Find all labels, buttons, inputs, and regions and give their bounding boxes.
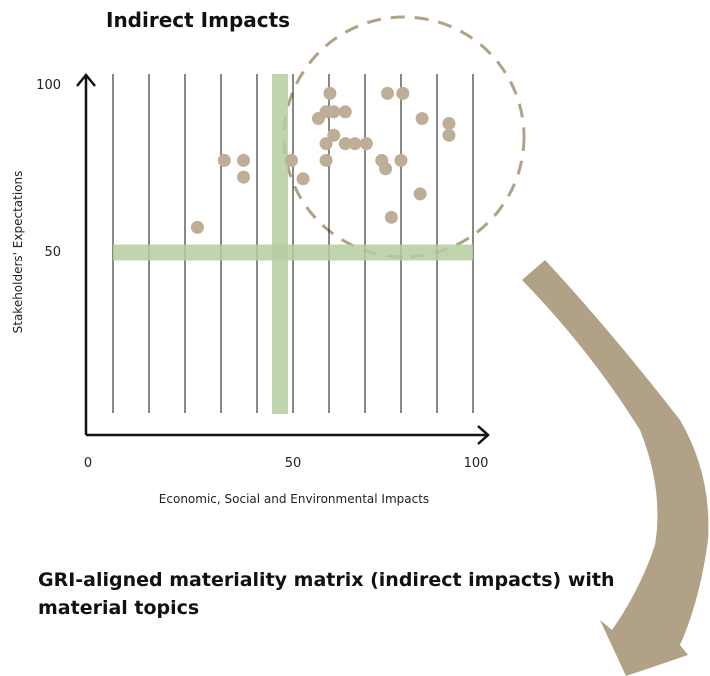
grid-layer <box>112 74 474 413</box>
curved-arrow-icon <box>522 260 709 676</box>
figure-caption: GRI-aligned materiality matrix (indirect… <box>38 569 615 619</box>
y-tick-label-100: 100 <box>36 78 61 93</box>
data-point-26 <box>442 128 456 142</box>
data-point-1 <box>217 153 231 167</box>
data-point-11 <box>327 105 341 119</box>
y-axis-label: Stakeholders' Expectations <box>11 171 25 334</box>
chart-title: Indirect Impacts <box>106 8 291 32</box>
data-point-5 <box>296 172 310 186</box>
data-point-25 <box>442 117 456 131</box>
data-point-22 <box>396 86 410 100</box>
data-point-21 <box>394 153 408 167</box>
data-point-18 <box>379 162 393 176</box>
data-point-4 <box>285 153 299 167</box>
y-threshold-band <box>113 244 473 261</box>
points-layer <box>190 86 456 234</box>
data-point-8 <box>319 137 333 151</box>
data-point-10 <box>323 86 337 100</box>
data-point-2 <box>237 153 251 167</box>
x-axis-arrowhead <box>477 425 490 445</box>
data-point-20 <box>384 210 398 224</box>
data-point-14 <box>338 137 352 151</box>
x-tick-label-50: 50 <box>285 456 302 471</box>
threshold-layer <box>113 74 473 414</box>
data-point-9 <box>319 153 333 167</box>
data-point-15 <box>348 137 362 151</box>
data-point-13 <box>338 105 352 119</box>
data-point-16 <box>359 137 373 151</box>
labels-layer: 0 50 100 50 100 Economic, Social and Env… <box>11 78 488 506</box>
x-axis-label: Economic, Social and Environmental Impac… <box>159 492 429 506</box>
data-point-12 <box>327 128 341 142</box>
focus-circle <box>282 15 526 259</box>
x-threshold-band <box>272 74 288 414</box>
data-point-0 <box>190 220 204 234</box>
x-tick-label-0: 0 <box>84 456 92 471</box>
y-axis-arrowhead <box>76 73 96 87</box>
x-tick-label-100: 100 <box>464 456 489 471</box>
axis-layer <box>76 73 490 445</box>
y-tick-label-50: 50 <box>44 245 61 260</box>
data-point-3 <box>237 170 251 184</box>
data-point-19 <box>381 86 395 100</box>
data-point-24 <box>415 112 429 125</box>
data-point-23 <box>413 187 427 201</box>
decoration-layer <box>282 15 709 676</box>
